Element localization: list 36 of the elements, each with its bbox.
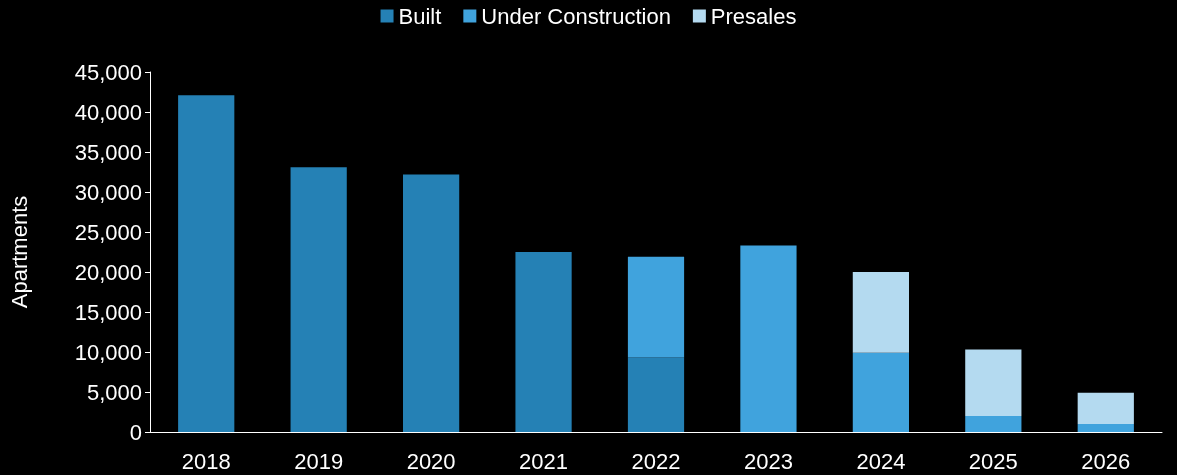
bar bbox=[290, 167, 347, 432]
x-tick-label: 2020 bbox=[406, 448, 456, 474]
legend-label: Presales bbox=[710, 3, 797, 29]
x-tick-label: 2026 bbox=[1081, 448, 1131, 474]
bar bbox=[515, 252, 572, 432]
y-tick-label: 0 bbox=[129, 419, 142, 445]
legend-label: Under Construction bbox=[481, 3, 671, 29]
x-tick-label: 2025 bbox=[968, 448, 1018, 474]
x-tick-label: 2022 bbox=[631, 448, 681, 474]
bar bbox=[1077, 424, 1134, 432]
bar bbox=[965, 349, 1022, 416]
x-tick-label: 2018 bbox=[181, 448, 231, 474]
y-tick-label: 5,000 bbox=[86, 379, 142, 405]
bar bbox=[740, 245, 797, 432]
y-tick-label: 45,000 bbox=[74, 59, 142, 85]
legend-label: Built bbox=[398, 3, 442, 29]
x-tick-label: 2019 bbox=[294, 448, 344, 474]
bar bbox=[403, 174, 460, 432]
y-tick-label: 25,000 bbox=[74, 219, 142, 245]
bar bbox=[1077, 392, 1134, 424]
x-tick-label: 2023 bbox=[743, 448, 793, 474]
x-tick-label: 2024 bbox=[856, 448, 906, 474]
y-tick-label: 15,000 bbox=[74, 299, 142, 325]
x-tick-label: 2021 bbox=[519, 448, 569, 474]
bar bbox=[852, 352, 909, 432]
y-tick-label: 40,000 bbox=[74, 99, 142, 125]
bar bbox=[178, 95, 235, 432]
y-tick-label: 30,000 bbox=[74, 179, 142, 205]
bar bbox=[852, 272, 909, 353]
bar bbox=[965, 416, 1022, 432]
bar bbox=[627, 357, 685, 432]
bar bbox=[627, 256, 685, 358]
y-tick-label: 35,000 bbox=[74, 139, 142, 165]
y-tick-label: 10,000 bbox=[74, 339, 142, 365]
y-axis-title: Apartments bbox=[6, 195, 32, 309]
y-tick-label: 20,000 bbox=[74, 259, 142, 285]
